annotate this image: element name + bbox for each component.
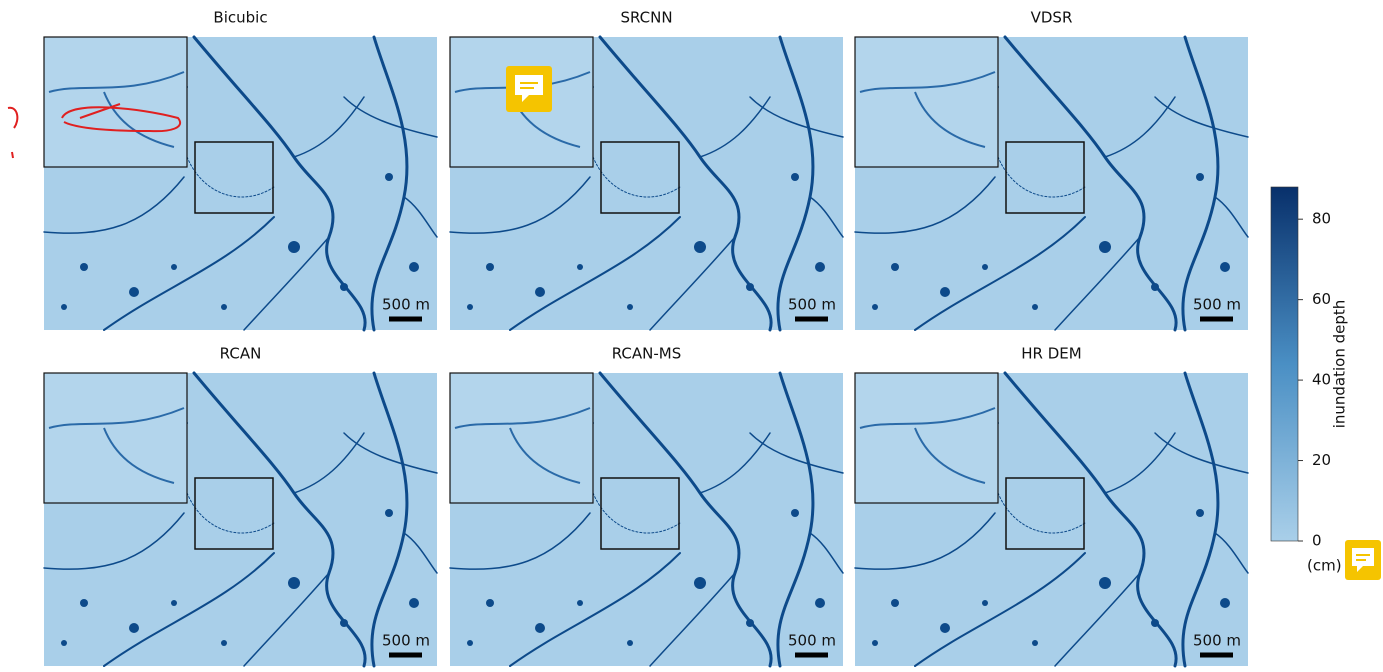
ink-mark — [8, 108, 17, 158]
colorbar-unit: (cm) — [1307, 557, 1342, 575]
colorbar-tick-label: 40 — [1312, 371, 1331, 389]
panel-title: RCAN — [220, 345, 262, 363]
map-panel: Bicubic 500 m — [44, 9, 437, 331]
panel-title: RCAN-MS — [612, 345, 682, 363]
colorbar-tick-label: 80 — [1312, 210, 1331, 228]
map-panel: SRCNN 500 m — [450, 9, 843, 331]
scale-label: 500 m — [788, 632, 836, 650]
inset-zoom — [44, 37, 187, 167]
colorbar-tick-label: 20 — [1312, 451, 1331, 469]
colorbar-tick-label: 0 — [1312, 532, 1322, 550]
figure: Bicubic 500 m SRCNN 500 m VDSR 500 m RCAN 500 m… — [0, 0, 1383, 668]
inset-zoom — [44, 373, 187, 503]
panel-title: Bicubic — [213, 9, 267, 27]
inset-zoom — [450, 373, 593, 503]
map-panel: RCAN 500 m — [44, 345, 437, 667]
panel-title: VDSR — [1031, 9, 1073, 27]
comment-icon[interactable] — [1345, 540, 1381, 580]
inset-zoom — [855, 373, 998, 503]
inset-zoom — [855, 37, 998, 167]
panel-title: SRCNN — [620, 9, 672, 27]
panel-grid: Bicubic 500 m SRCNN 500 m VDSR 500 m RCAN 500 m… — [44, 9, 1248, 667]
colorbar-gradient — [1271, 187, 1298, 541]
scale-label: 500 m — [1193, 632, 1241, 650]
map-panel: HR DEM 500 m — [855, 345, 1248, 667]
scale-label: 500 m — [382, 296, 430, 314]
panel-title: HR DEM — [1021, 345, 1081, 363]
map-panel: RCAN-MS 500 m — [450, 345, 843, 667]
scale-label: 500 m — [788, 296, 836, 314]
colorbar-label: inundation depth — [1331, 300, 1349, 429]
map-panel: VDSR 500 m — [855, 9, 1248, 331]
colorbar-tick-label: 60 — [1312, 290, 1331, 308]
scale-label: 500 m — [382, 632, 430, 650]
colorbar: inundation depth (cm) 0 20 40 60 80 — [1271, 187, 1349, 575]
comment-icon[interactable] — [506, 66, 552, 112]
scale-label: 500 m — [1193, 296, 1241, 314]
